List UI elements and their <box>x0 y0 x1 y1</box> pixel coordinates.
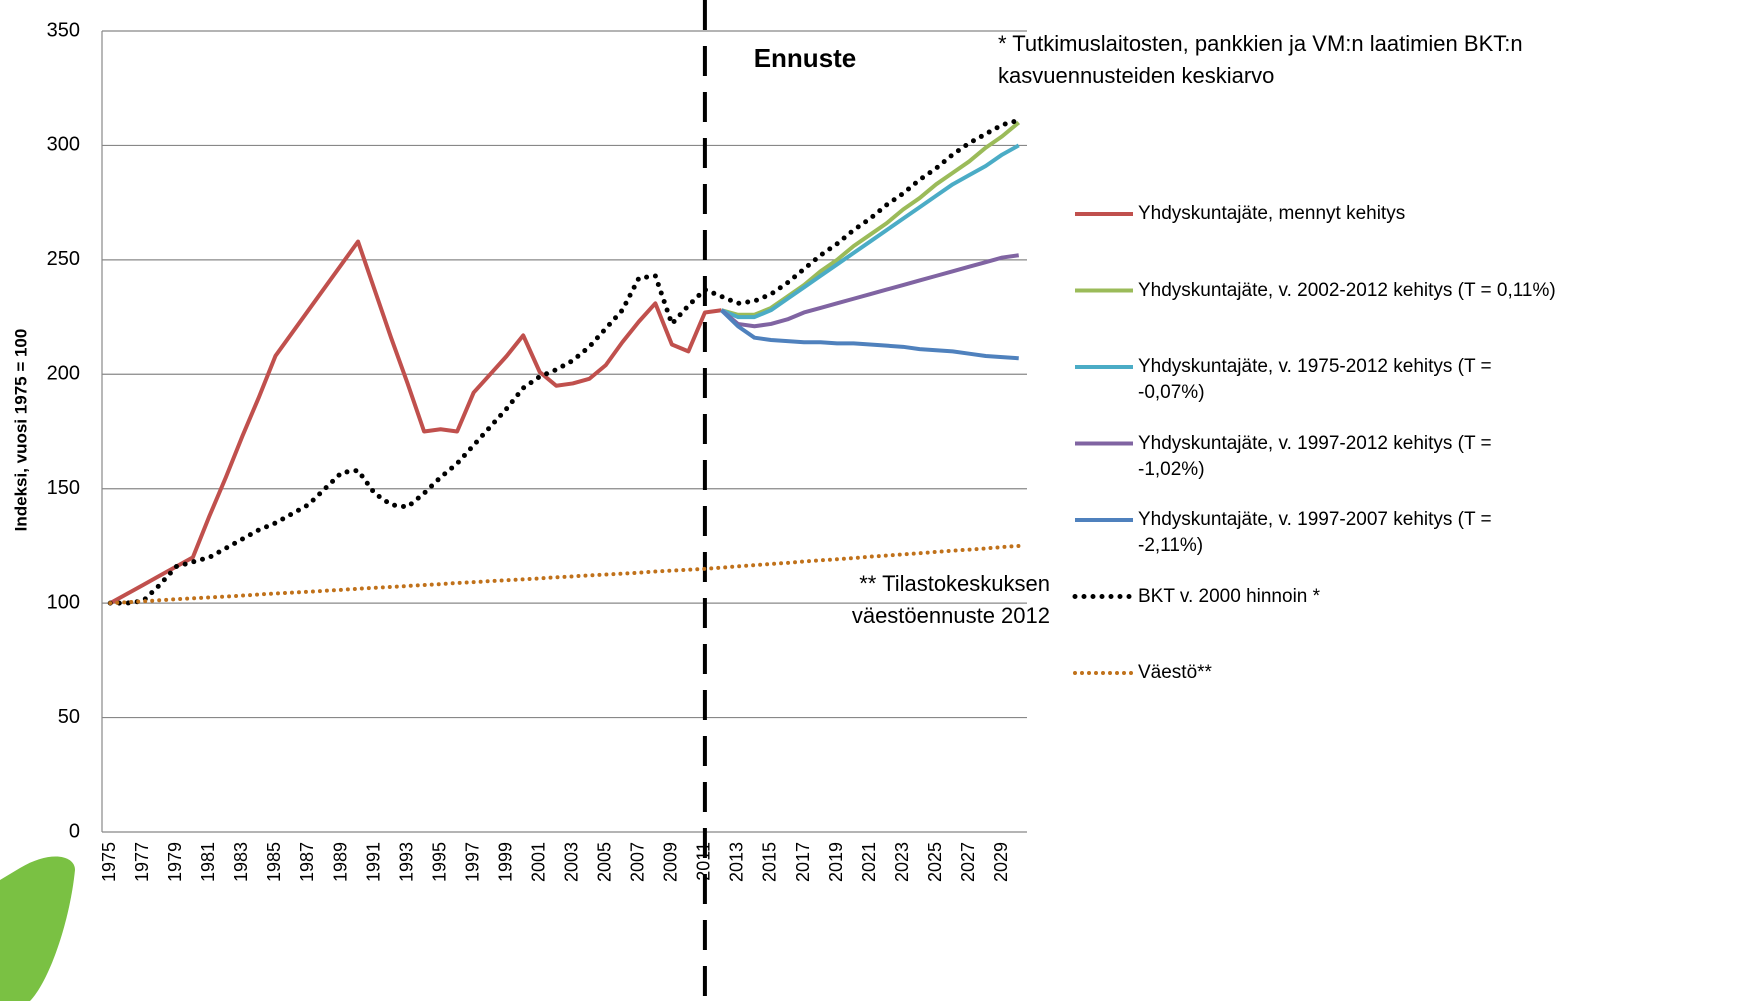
series-line <box>720 121 1021 317</box>
x-tick-label: 1991 <box>363 842 383 882</box>
x-tick-label: 1985 <box>264 842 284 882</box>
x-tick-label: 2023 <box>892 842 912 882</box>
series-line <box>109 239 722 605</box>
x-tick-label: 2007 <box>628 842 648 882</box>
x-tick-label: 1997 <box>462 842 482 882</box>
x-tick-label: 1995 <box>429 842 449 882</box>
x-tick-label: 2017 <box>793 842 813 882</box>
x-tick-label: 1993 <box>396 842 416 882</box>
legend-label: Yhdyskuntajäte, v. 1997-2007 kehitys (T … <box>1138 509 1492 556</box>
x-tick-label: 1983 <box>231 842 251 882</box>
series-line <box>107 117 1022 606</box>
legend-label: Väestö** <box>1138 662 1212 683</box>
x-tick-label: 2013 <box>727 842 747 882</box>
series-line <box>720 308 1019 361</box>
y-tick-label: 50 <box>58 706 80 728</box>
y-tick-label: 350 <box>47 19 80 41</box>
x-tick-label: 1981 <box>198 842 218 882</box>
x-tick-label: 2011 <box>694 842 714 881</box>
x-tick-label: 1977 <box>132 842 152 882</box>
legend-label: Yhdyskuntajäte, v. 2002-2012 kehitys (T … <box>1138 279 1556 301</box>
x-tick-label: 1999 <box>495 842 515 882</box>
series-line <box>720 253 1020 329</box>
series-line <box>108 543 1021 606</box>
y-tick-label: 300 <box>47 134 80 156</box>
y-tick-label: 200 <box>47 363 80 385</box>
x-tick-label: 2019 <box>826 842 846 882</box>
x-tick-label: 2029 <box>991 842 1011 882</box>
x-tick-label: 2027 <box>958 842 978 882</box>
series-line <box>720 143 1020 320</box>
x-tick-label: 2009 <box>661 842 681 882</box>
x-tick-label: 2003 <box>562 842 582 882</box>
x-tick-label: 2001 <box>528 842 548 882</box>
x-tick-label: 2005 <box>595 842 615 882</box>
forecast-label: Ennuste <box>754 43 857 73</box>
x-tick-label: 2015 <box>760 842 780 882</box>
legend-label: Yhdyskuntajäte, v. 1997-2012 kehitys (T … <box>1138 432 1492 480</box>
x-tick-label: 2025 <box>925 842 945 882</box>
population-note: ** Tilastokeskuksen väestöennuste 2012 <box>851 571 1050 628</box>
y-tick-label: 150 <box>47 477 80 499</box>
y-tick-label: 100 <box>47 591 80 613</box>
gdp-note: * Tutkimuslaitosten, pankkien ja VM:n la… <box>998 31 1523 88</box>
legend-label: Yhdyskuntajäte, mennyt kehitys <box>1138 203 1406 224</box>
y-tick-label: 0 <box>69 820 80 842</box>
y-tick-label: 250 <box>47 248 80 270</box>
y-axis-label: Indeksi, vuosi 1975 = 100 <box>11 329 30 532</box>
x-tick-label: 1975 <box>99 842 119 882</box>
x-tick-label: 1989 <box>330 842 350 882</box>
logo-leaf <box>0 856 75 1001</box>
legend-label: Yhdyskuntajäte, v. 1975-2012 kehitys (T … <box>1138 356 1492 403</box>
x-tick-label: 1987 <box>297 842 317 882</box>
legend-label: BKT v. 2000 hinnoin * <box>1138 585 1321 607</box>
x-tick-label: 1979 <box>165 842 185 882</box>
x-tick-label: 2021 <box>859 842 879 882</box>
